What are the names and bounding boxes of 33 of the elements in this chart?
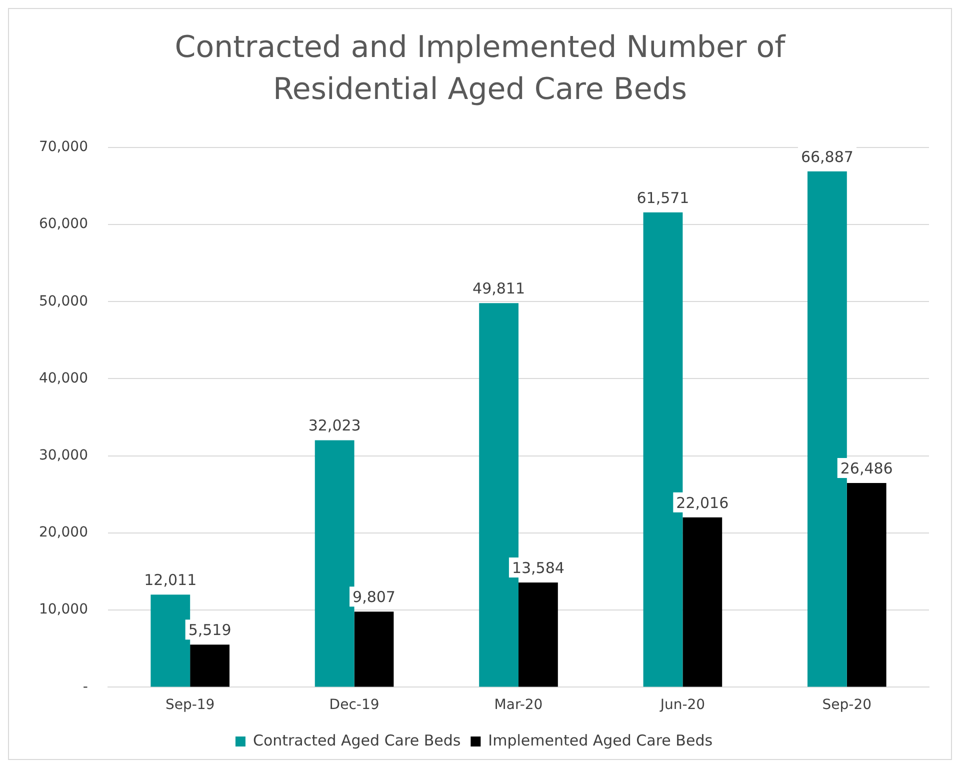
bar [150,594,190,687]
y-tick-label: 60,000 [38,216,88,232]
data-label: 26,486 [840,459,893,478]
y-tick-label: 70,000 [38,139,88,156]
bar [314,440,354,687]
data-label: 12,011 [144,570,197,589]
data-label: 49,811 [472,279,526,298]
data-label: 9,807 [352,588,396,606]
data-label: 5,519 [188,621,232,640]
data-label: 13,584 [512,558,564,577]
legend-label: Contracted Aged Care Beds [252,731,461,750]
x-tick-label: Dec-19 [329,697,380,714]
y-tick-label: - [82,678,88,695]
data-label: 66,887 [800,148,854,166]
y-tick-label: 20,000 [38,524,88,541]
x-tick-label: Sep-20 [822,697,872,714]
x-tick-label: Jun-20 [659,697,706,714]
y-tick-label: 40,000 [38,370,88,386]
bar [846,482,886,687]
legend-label: Implemented Aged Care Beds [488,731,713,750]
bar [354,612,394,687]
bar [682,517,722,687]
y-tick-label: 50,000 [38,293,88,310]
x-tick-label: Sep-19 [165,697,215,714]
data-label: 61,571 [636,188,690,207]
data-label: 22,016 [676,494,729,512]
y-tick-label: 10,000 [38,602,88,618]
y-tick-label: 30,000 [38,448,88,464]
bar [190,644,230,687]
chart-title: Contracted and Implemented Number of Residential Aged Care Beds [174,29,787,109]
data-label: 32,023 [308,416,361,435]
x-tick-label: Mar-20 [494,697,543,714]
bar [518,582,558,687]
